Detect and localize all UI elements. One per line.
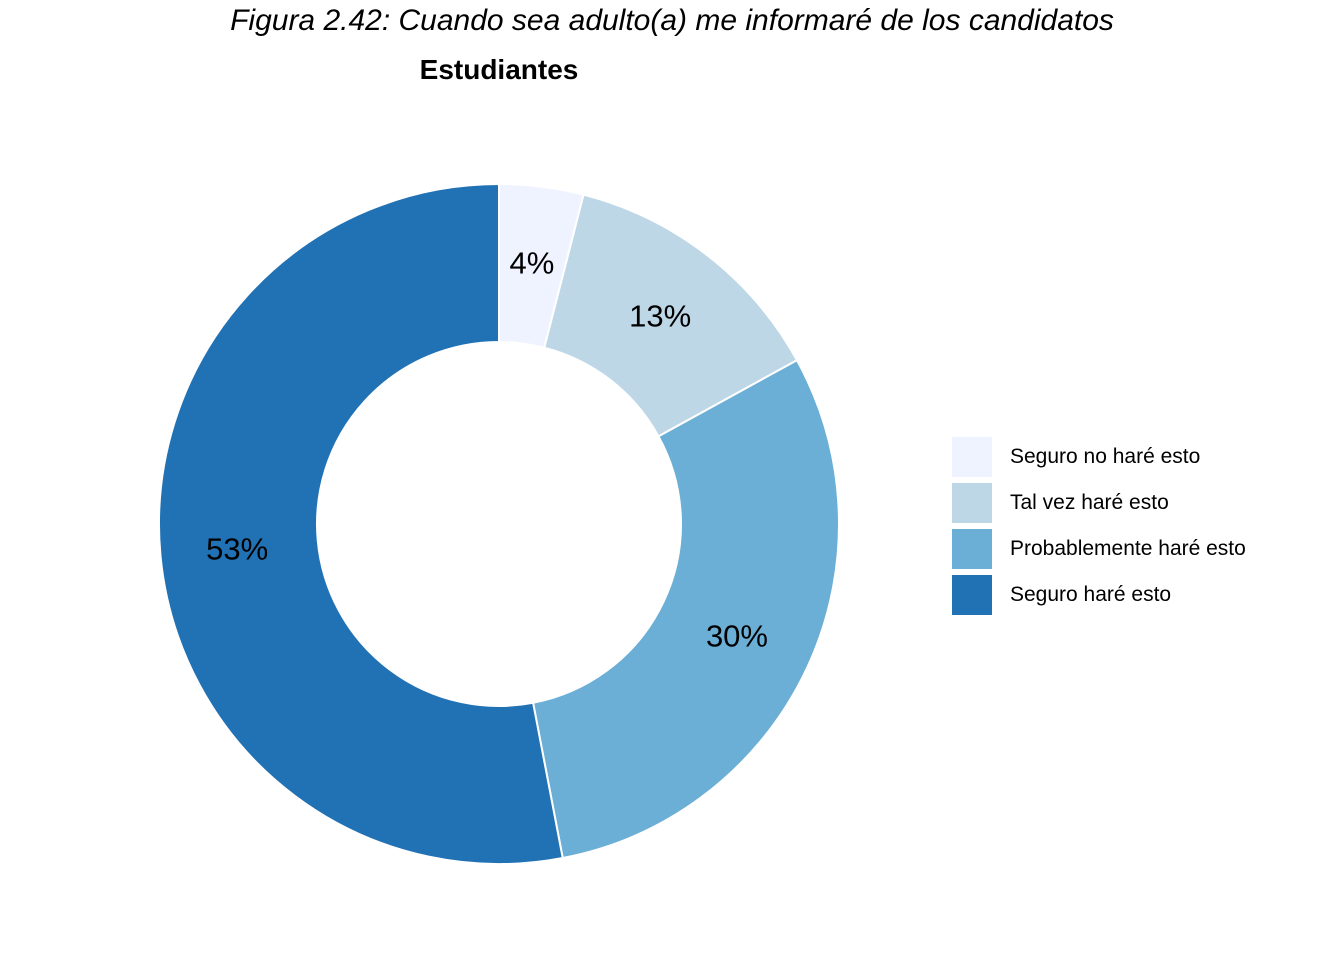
slice-label-seguro-hare-esto: 53%	[206, 531, 268, 566]
donut-slices	[158, 182, 840, 865]
donut-slice-labels: 4% 13% 30% 53%	[206, 246, 768, 654]
slice-label-tal-vez-hare-esto: 13%	[629, 299, 691, 334]
slice-seguro-hare-esto	[158, 182, 564, 865]
legend: Seguro no haré esto Tal vez haré esto Prob…	[952, 434, 1246, 618]
slice-probablemente-hare-esto	[531, 358, 840, 860]
legend-item-seguro-hare-esto: Seguro haré esto	[952, 572, 1246, 618]
legend-item-probablemente-hare-esto: Probablemente haré esto	[952, 526, 1246, 572]
legend-item-seguro-no-hare-esto: Seguro no haré esto	[952, 434, 1246, 480]
figure-title: Figura 2.42: Cuando sea adulto(a) me inf…	[230, 4, 1114, 37]
legend-item-tal-vez-hare-esto: Tal vez haré esto	[952, 480, 1246, 526]
legend-label: Probablemente haré esto	[1010, 537, 1246, 560]
legend-swatch	[952, 483, 992, 523]
legend-swatch	[952, 575, 992, 615]
slice-tal-vez-hare-esto	[543, 193, 799, 438]
slice-label-seguro-no-hare-esto: 4%	[510, 246, 555, 281]
legend-label: Tal vez haré esto	[1010, 491, 1169, 514]
slice-label-probablemente-hare-esto: 30%	[706, 618, 768, 653]
legend-swatch	[952, 529, 992, 569]
legend-label: Seguro haré esto	[1010, 583, 1172, 606]
legend-swatch	[952, 437, 992, 477]
legend-label: Seguro no haré esto	[1010, 445, 1201, 468]
chart-title: Estudiantes	[419, 54, 579, 85]
